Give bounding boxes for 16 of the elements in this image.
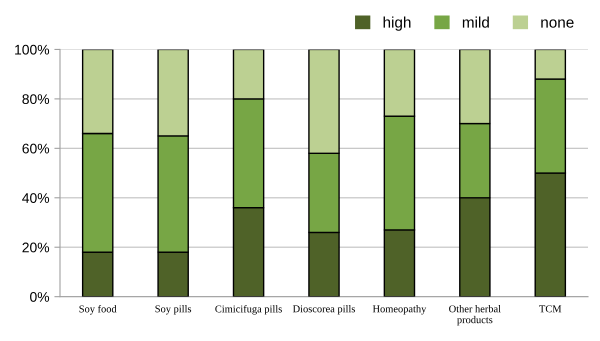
legend-label: mild [462,16,489,28]
legend-label: high [384,16,410,31]
y-tick-label: 20% [22,242,50,252]
x-tick-label: Homeopathy [372,305,426,314]
x-tick-label: Dioscorea pills [292,305,356,314]
y-tick-label: 0% [30,292,50,302]
x-tick-label: Soy food [79,305,117,315]
x-tick-label: TCM [539,305,562,312]
legend-label: none [541,19,574,28]
y-tick-label: 60% [22,144,50,154]
x-tick-label: Soy pills [155,305,192,314]
y-tick-label: 40% [22,193,50,203]
y-tick-label: 100% [15,44,50,55]
y-tick-label: 80% [22,94,50,104]
x-tick-label: Other herbal products [449,305,501,326]
x-tick-label: Cimicifuga pills [215,305,282,315]
